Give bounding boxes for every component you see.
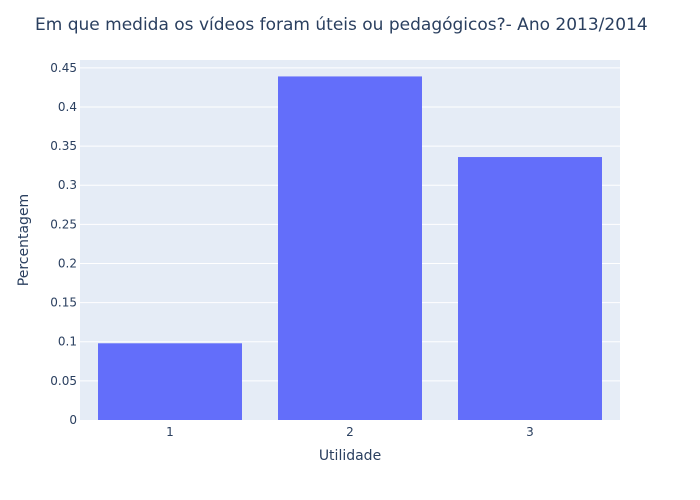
- chart-title: Em que medida os vídeos foram úteis ou p…: [35, 15, 648, 35]
- y-tick-label: 0.4: [58, 100, 77, 114]
- y-tick-labels: 0 0.05 0.1 0.15 0.2 0.25 0.3 0.35 0.4 0.45: [50, 61, 77, 427]
- x-tick-label: 1: [166, 425, 174, 439]
- y-tick-label: 0.25: [50, 217, 77, 231]
- y-tick-label: 0.45: [50, 61, 77, 75]
- bar-3[interactable]: [458, 157, 602, 421]
- y-tick-label: 0.1: [58, 335, 77, 349]
- y-tick-label: 0.3: [58, 178, 77, 192]
- bar-1[interactable]: [98, 343, 242, 420]
- bar-2[interactable]: [278, 76, 422, 420]
- y-tick-label: 0: [69, 413, 77, 427]
- x-tick-labels: 1 2 3: [166, 425, 534, 439]
- x-tick-label: 3: [526, 425, 534, 439]
- y-tick-label: 0.2: [58, 256, 77, 270]
- bars: [98, 76, 602, 421]
- x-tick-label: 2: [346, 425, 354, 439]
- y-tick-label: 0.15: [50, 296, 77, 310]
- y-tick-label: 0.05: [50, 374, 77, 388]
- x-axis-label: Utilidade: [319, 448, 381, 464]
- y-tick-label: 0.35: [50, 139, 77, 153]
- y-axis-label: Percentagem: [16, 194, 32, 286]
